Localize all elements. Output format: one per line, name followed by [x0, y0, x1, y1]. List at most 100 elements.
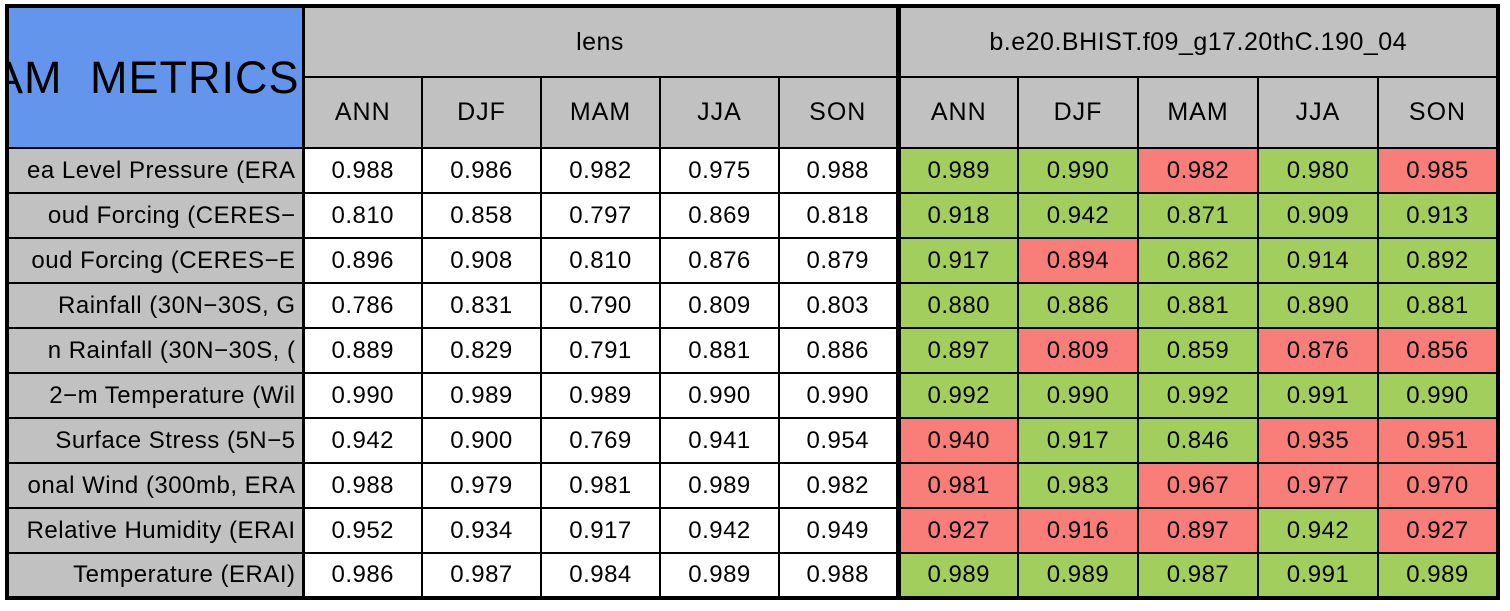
col-header-lens-jja: JJA	[659, 76, 780, 149]
lens-jja-value: 0.942	[659, 507, 780, 554]
group-header-lens: lens	[302, 5, 899, 78]
case-son-value: 0.989	[1377, 552, 1499, 599]
case-mam-value: 0.862	[1137, 237, 1259, 284]
row-label: onal Wind (300mb, ERA	[27, 471, 296, 499]
table-row: Temperature (ERAI) 0.986 0.987 0.984 0.9…	[6, 552, 1499, 599]
case-mam-value: 0.982	[1137, 147, 1259, 194]
case-jja-value: 0.977	[1257, 462, 1379, 509]
case-ann-value: 0.981	[895, 462, 1019, 509]
case-son-value: 0.856	[1377, 327, 1499, 374]
lens-mam-value: 0.981	[540, 462, 661, 509]
lens-mam-value: 0.989	[540, 372, 661, 419]
case-djf-value: 0.983	[1017, 462, 1139, 509]
lens-jja-value: 0.876	[659, 237, 780, 284]
row-label: Temperature (ERAI)	[73, 561, 296, 588]
table-row: onal Wind (300mb, ERA 0.988 0.979 0.981 …	[6, 462, 1499, 509]
lens-mam-value: 0.984	[540, 552, 661, 599]
lens-son-value: 0.886	[778, 327, 899, 374]
row-label: Relative Humidity (ERAI	[26, 516, 296, 544]
lens-ann-value: 0.986	[302, 552, 423, 599]
case-jja-value: 0.914	[1257, 237, 1379, 284]
case-son-value: 0.927	[1377, 507, 1499, 554]
row-label-cell: ea Level Pressure (ERA	[6, 147, 305, 194]
case-djf-value: 0.916	[1017, 507, 1139, 554]
lens-jja-value: 0.869	[659, 192, 780, 239]
lens-mam-value: 0.982	[540, 147, 661, 194]
case-ann-value: 0.880	[895, 282, 1019, 329]
lens-ann-value: 0.952	[302, 507, 423, 554]
lens-mam-value: 0.769	[540, 417, 661, 464]
col-header-case-son: SON	[1377, 76, 1499, 149]
lens-son-value: 0.949	[778, 507, 899, 554]
lens-ann-value: 0.988	[302, 147, 423, 194]
lens-ann-value: 0.896	[302, 237, 423, 284]
lens-mam-value: 0.791	[540, 327, 661, 374]
corner-cell: CAM METRICS	[6, 5, 305, 149]
case-son-value: 0.892	[1377, 237, 1499, 284]
case-djf-value: 0.990	[1017, 147, 1139, 194]
row-label: ea Level Pressure (ERA	[27, 156, 296, 184]
lens-jja-value: 0.941	[659, 417, 780, 464]
lens-son-value: 0.990	[778, 372, 899, 419]
case-djf-value: 0.942	[1017, 192, 1139, 239]
lens-mam-value: 0.917	[540, 507, 661, 554]
case-ann-value: 0.927	[895, 507, 1019, 554]
col-header-case-djf: DJF	[1017, 76, 1139, 149]
case-mam-value: 0.992	[1137, 372, 1259, 419]
case-son-value: 0.990	[1377, 372, 1499, 419]
lens-djf-value: 0.989	[421, 372, 542, 419]
lens-mam-value: 0.790	[540, 282, 661, 329]
col-header-lens-ann: ANN	[302, 76, 423, 149]
row-label-cell: Relative Humidity (ERAI	[6, 507, 305, 554]
lens-djf-value: 0.987	[421, 552, 542, 599]
case-mam-value: 0.846	[1137, 417, 1259, 464]
row-label-cell: oud Forcing (CERES−E	[6, 237, 305, 284]
case-jja-value: 0.876	[1257, 327, 1379, 374]
case-jja-value: 0.890	[1257, 282, 1379, 329]
row-label-cell: Rainfall (30N−30S, G	[6, 282, 305, 329]
table-row: n Rainfall (30N−30S, ( 0.889 0.829 0.791…	[6, 327, 1499, 374]
lens-jja-value: 0.809	[659, 282, 780, 329]
case-ann-value: 0.989	[895, 552, 1019, 599]
case-mam-value: 0.859	[1137, 327, 1259, 374]
row-label-cell: Temperature (ERAI)	[6, 552, 305, 599]
lens-ann-value: 0.990	[302, 372, 423, 419]
table-row: Surface Stress (5N−5 0.942 0.900 0.769 0…	[6, 417, 1499, 464]
case-jja-value: 0.991	[1257, 552, 1379, 599]
lens-djf-value: 0.979	[421, 462, 542, 509]
lens-mam-value: 0.810	[540, 237, 661, 284]
row-label-cell: 2−m Temperature (Wil	[6, 372, 305, 419]
case-son-value: 0.913	[1377, 192, 1499, 239]
lens-son-value: 0.988	[778, 147, 899, 194]
lens-djf-value: 0.986	[421, 147, 542, 194]
lens-son-value: 0.988	[778, 552, 899, 599]
case-jja-value: 0.942	[1257, 507, 1379, 554]
row-label: oud Forcing (CERES−E	[31, 246, 296, 274]
row-label: Surface Stress (5N−5	[55, 426, 296, 454]
col-header-case-jja: JJA	[1257, 76, 1379, 149]
col-header-case-ann: ANN	[895, 76, 1019, 149]
lens-djf-value: 0.858	[421, 192, 542, 239]
case-son-value: 0.970	[1377, 462, 1499, 509]
lens-son-value: 0.954	[778, 417, 899, 464]
case-son-value: 0.951	[1377, 417, 1499, 464]
col-header-lens-son: SON	[778, 76, 899, 149]
lens-ann-value: 0.988	[302, 462, 423, 509]
row-label-cell: oud Forcing (CERES−	[6, 192, 305, 239]
lens-ann-value: 0.786	[302, 282, 423, 329]
case-ann-value: 0.918	[895, 192, 1019, 239]
case-djf-value: 0.989	[1017, 552, 1139, 599]
lens-son-value: 0.982	[778, 462, 899, 509]
table-row: ea Level Pressure (ERA 0.988 0.986 0.982…	[6, 147, 1499, 194]
lens-jja-value: 0.990	[659, 372, 780, 419]
lens-djf-value: 0.900	[421, 417, 542, 464]
lens-jja-value: 0.989	[659, 552, 780, 599]
case-ann-value: 0.917	[895, 237, 1019, 284]
group-header-row: CAM METRICS lens b.e20.BHIST.f09_g17.20t…	[6, 5, 1499, 149]
case-mam-value: 0.987	[1137, 552, 1259, 599]
lens-son-value: 0.803	[778, 282, 899, 329]
case-mam-value: 0.881	[1137, 282, 1259, 329]
table-row: oud Forcing (CERES−E 0.896 0.908 0.810 0…	[6, 237, 1499, 284]
table-row: Relative Humidity (ERAI 0.952 0.934 0.91…	[6, 507, 1499, 554]
col-header-lens-djf: DJF	[421, 76, 542, 149]
